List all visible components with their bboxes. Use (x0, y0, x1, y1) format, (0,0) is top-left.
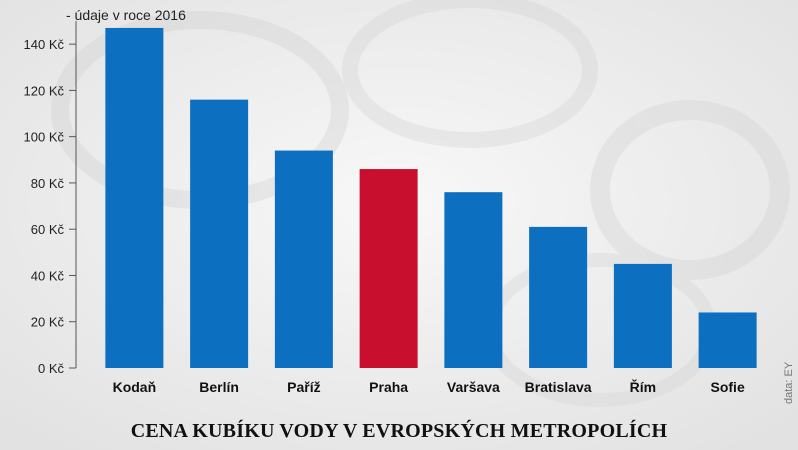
bar-6 (613, 263, 672, 368)
x-tick-label: Berlín (199, 379, 239, 395)
y-tick-label: 0 Kč (38, 361, 65, 376)
y-tick-label: 20 Kč (31, 315, 65, 330)
y-tick-label: 100 Kč (24, 130, 65, 145)
y-tick-label: 80 Kč (31, 176, 65, 191)
x-tick-label: Řím (630, 378, 656, 395)
bars (105, 27, 757, 369)
y-axis: 0 Kč 20 Kč 40 Kč 60 Kč 80 Kč 100 Kč 120 Kč 140 … (24, 21, 77, 376)
x-tick-label: Varšava (447, 379, 500, 395)
chart-title: CENA KUBÍKU VODY V EVROPSKÝCH METROPOLÍC… (131, 419, 668, 442)
y-tick-label: 140 Kč (24, 37, 65, 52)
chart-subtitle: - údaje v roce 2016 (66, 7, 186, 23)
bar-3 (359, 169, 418, 368)
y-tick-label: 60 Kč (31, 222, 65, 237)
x-tick-label: Praha (369, 379, 408, 395)
x-axis: Kodaň Berlín Paříž Praha Varšava Bratislava Ří… (113, 378, 745, 395)
bar-0 (105, 27, 164, 368)
bar-1 (190, 99, 249, 369)
bar-7 (698, 312, 757, 368)
bar-5 (529, 226, 588, 368)
data-source: data: EY (783, 361, 795, 404)
x-tick-label: Sofie (711, 379, 745, 395)
bar-2 (274, 150, 333, 368)
bar-4 (444, 192, 503, 368)
y-tick-label: 120 Kč (24, 83, 65, 98)
x-tick-label: Paříž (287, 379, 320, 395)
x-tick-label: Kodaň (113, 379, 157, 395)
x-tick-label: Bratislava (525, 379, 592, 395)
y-tick-label: 40 Kč (31, 268, 65, 283)
